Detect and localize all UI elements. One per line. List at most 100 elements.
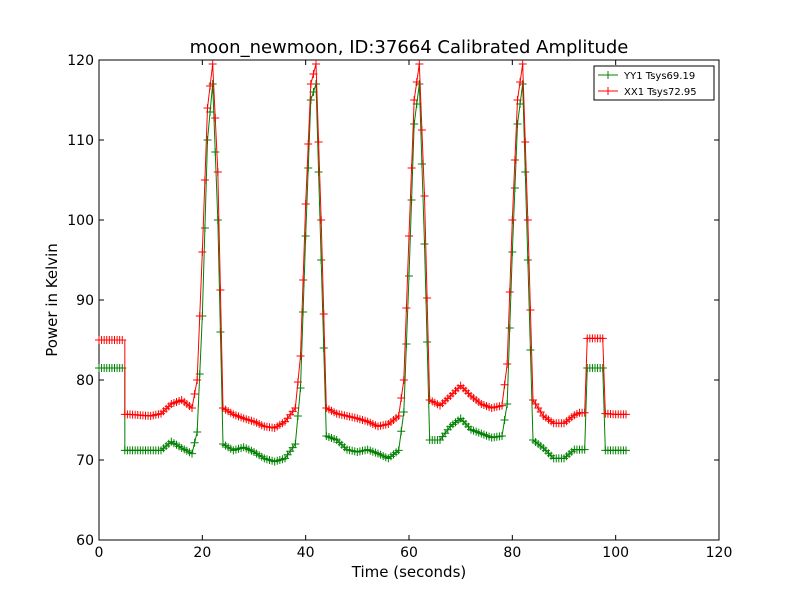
data-point: [213, 216, 222, 224]
data-point: [407, 196, 416, 204]
data-point: [399, 376, 408, 384]
data-point: [526, 346, 535, 354]
data-point: [190, 438, 199, 447]
data-point: [402, 340, 411, 348]
data-point: [296, 384, 305, 392]
data-point: [526, 306, 535, 314]
data-point: [508, 248, 517, 256]
data-point: [193, 428, 202, 436]
data-point: [301, 232, 310, 240]
data-point: [213, 168, 222, 176]
data-point: [423, 294, 432, 302]
x-tick-label: 0: [95, 545, 104, 561]
data-point: [299, 276, 308, 284]
data-point: [523, 256, 532, 264]
data-point: [580, 445, 589, 454]
data-point: [317, 256, 326, 264]
data-point: [423, 338, 432, 346]
data-point: [516, 78, 525, 86]
data-point: [314, 138, 323, 146]
data-point: [402, 304, 411, 312]
x-tick-label: 120: [706, 545, 733, 561]
data-point: [317, 216, 326, 224]
data-point: [200, 176, 209, 184]
data-point: [598, 364, 607, 372]
data-point: [301, 200, 310, 208]
data-point: [291, 404, 300, 412]
data-point: [211, 148, 220, 156]
data-point: [405, 232, 413, 240]
data-point: [198, 248, 207, 256]
data-point: [319, 310, 328, 318]
data-point: [203, 104, 212, 112]
plot-frame: [98, 59, 720, 541]
legend-label: YY1 Tsys69.19: [623, 71, 695, 82]
data-point: [513, 120, 522, 128]
legend-marker: [604, 87, 612, 95]
data-point: [394, 446, 403, 455]
data-point: [498, 401, 506, 410]
data-point: [622, 410, 630, 419]
data-point: [500, 416, 509, 424]
data-point: [190, 390, 199, 398]
data-point: [200, 224, 209, 232]
data-point: [420, 240, 429, 248]
data-point: [195, 312, 204, 320]
data-point: [415, 60, 424, 68]
data-point: [394, 412, 403, 420]
data-point: [405, 272, 413, 280]
data-point: [521, 138, 530, 146]
data-point: [206, 82, 215, 90]
legend-label: XX1 Tsys72.95: [624, 87, 697, 98]
data-point: [505, 324, 514, 332]
data-point: [510, 156, 519, 164]
y-tick-label: 100: [67, 213, 94, 229]
x-tick-label: 80: [503, 545, 521, 561]
data-point: [513, 96, 522, 104]
data-point: [498, 432, 506, 440]
data-point: [299, 308, 308, 316]
x-tick-label: 20: [193, 545, 211, 561]
legend-marker: [604, 71, 612, 79]
data-point: [216, 286, 225, 294]
x-tick-label: 60: [400, 545, 418, 561]
data-point: [417, 126, 426, 134]
data-point: [211, 114, 220, 122]
data-point: [598, 334, 607, 343]
y-tick-label: 60: [76, 533, 94, 549]
chart-title: moon_newmoon, ID:37664 Calibrated Amplit…: [190, 37, 629, 58]
data-point: [500, 380, 509, 389]
y-tick-label: 80: [76, 373, 94, 389]
data-point: [304, 140, 313, 148]
data-point: [118, 336, 127, 344]
data-point: [193, 376, 202, 384]
x-axis-label: Time (seconds): [351, 563, 467, 581]
data-point: [203, 136, 212, 144]
data-point: [412, 78, 421, 86]
y-tick-label: 110: [67, 133, 94, 149]
data-point: [622, 446, 630, 455]
data-point: [503, 400, 512, 408]
data-point: [296, 352, 305, 360]
y-tick-label: 120: [67, 53, 94, 69]
data-point: [314, 168, 323, 176]
plot-area: 0 20 40 60 80 100 120 60 70 80 90 100 110 120 YY1 Tsys…: [67, 53, 732, 561]
data-point: [510, 184, 519, 192]
x-tick-label: 100: [602, 545, 629, 561]
data-point: [397, 427, 406, 436]
data-point: [293, 378, 302, 386]
y-tick-label: 70: [76, 453, 94, 469]
data-point: [188, 449, 196, 458]
data-point: [293, 412, 302, 420]
data-point: [208, 60, 217, 68]
data-point: [188, 404, 196, 412]
data-point: [309, 70, 318, 78]
data-point: [503, 360, 512, 368]
data-point: [417, 160, 426, 168]
data-point: [410, 96, 419, 104]
y-tick-label: 90: [76, 293, 94, 309]
data-point: [319, 344, 328, 352]
data-point: [397, 394, 406, 402]
data-point: [508, 216, 517, 224]
